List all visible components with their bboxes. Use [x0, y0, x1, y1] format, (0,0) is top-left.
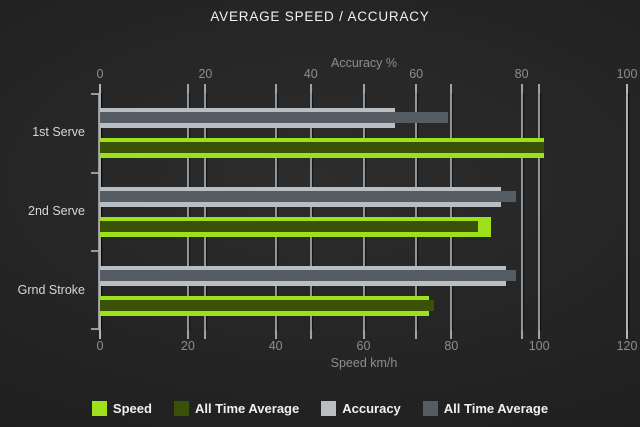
edge-tick-bottom-bottom-80 — [450, 330, 453, 339]
bottom-tick-label-60: 60 — [356, 339, 371, 353]
edge-tick-bottom-bottom-60 — [362, 330, 365, 339]
bar-accuracy-alltime-1 — [100, 191, 517, 202]
top-tick-label-100: 100 — [616, 67, 638, 81]
top-axis-title: Accuracy % — [331, 56, 397, 70]
legend-swatch-2 — [321, 400, 337, 416]
bottom-tick-label-80: 80 — [444, 339, 459, 353]
legend-item-1: All Time Average — [173, 400, 300, 416]
bottom-tick-label-0: 0 — [96, 339, 104, 353]
top-tick-label-0: 0 — [96, 67, 104, 81]
edge-tick-bottom-bottom-0 — [99, 330, 101, 339]
bar-accuracy-alltime-2 — [100, 270, 517, 281]
bottom-tick-label-20: 20 — [180, 339, 195, 353]
bottom-axis-title: Speed km/h — [330, 356, 398, 370]
legend-swatch-1 — [173, 400, 189, 416]
top-tick-label-60: 60 — [409, 67, 424, 81]
gridline-bottom-20 — [186, 93, 189, 330]
edge-tick-top-bottom-60 — [362, 84, 365, 93]
edge-tick-bottom-bottom-120 — [626, 330, 628, 339]
bar-accuracy-alltime-0 — [100, 112, 448, 123]
top-tick-label-40: 40 — [303, 67, 318, 81]
category-label-0: 1st Serve — [32, 125, 85, 139]
edge-tick-top-top-40 — [309, 84, 312, 93]
gridline-bottom-100 — [538, 93, 541, 330]
edge-tick-bottom-bottom-20 — [186, 330, 189, 339]
gridline-bottom-60 — [362, 93, 365, 330]
edge-tick-top-top-60 — [415, 84, 418, 93]
category-tick-0 — [91, 93, 99, 95]
top-tick-label-80: 80 — [514, 67, 529, 81]
legend-label-2: Accuracy — [342, 400, 401, 416]
bar-speed-alltime-2 — [100, 300, 434, 312]
chart-title: AVERAGE SPEED / ACCURACY — [210, 9, 430, 24]
bar-speed-alltime-0 — [100, 142, 544, 154]
edge-tick-top-bottom-20 — [186, 84, 189, 93]
category-label-2: Grnd Stroke — [17, 283, 85, 297]
category-axis-line — [98, 93, 100, 330]
edge-tick-bottom-bottom-100 — [538, 330, 541, 339]
gridline-top-80 — [520, 93, 523, 330]
gridline-bottom-80 — [450, 93, 453, 330]
edge-tick-top-bottom-0 — [99, 84, 101, 93]
legend-label-0: Speed — [112, 400, 152, 416]
plot-area — [91, 84, 628, 339]
edge-tick-top-bottom-100 — [538, 84, 541, 93]
category-tick-3 — [91, 328, 99, 330]
edge-tick-top-top-80 — [520, 84, 523, 93]
bottom-tick-label-100: 100 — [528, 339, 550, 353]
gridline-top-20 — [204, 93, 207, 330]
legend-swatch-3 — [422, 400, 438, 416]
legend-item-2: Accuracy — [321, 400, 401, 416]
legend-item-0: Speed — [91, 400, 152, 416]
legend-item-3: All Time Average — [422, 400, 549, 416]
legend-label-1: All Time Average — [194, 400, 300, 416]
edge-tick-top-bottom-40 — [274, 84, 277, 93]
edge-tick-top-top-20 — [204, 84, 207, 93]
gridline-bottom-40 — [274, 93, 277, 330]
edge-tick-bottom-top-20 — [204, 330, 207, 339]
edge-tick-bottom-top-40 — [309, 330, 312, 339]
category-tick-2 — [91, 250, 99, 252]
gridline-top-60 — [415, 93, 418, 330]
bottom-tick-label-40: 40 — [268, 339, 283, 353]
gridline-top-40 — [309, 93, 312, 330]
category-label-1: 2nd Serve — [28, 204, 85, 218]
edge-tick-bottom-bottom-40 — [274, 330, 277, 339]
legend-swatch-0 — [91, 400, 107, 416]
gridline-bottom-0 — [99, 93, 101, 330]
bottom-tick-label-120: 120 — [616, 339, 638, 353]
gridline-bottom-120 — [626, 93, 628, 330]
bar-speed-alltime-1 — [100, 221, 478, 233]
category-tick-1 — [91, 171, 99, 174]
legend-label-3: All Time Average — [443, 400, 549, 416]
legend: Speed All Time Average Accuracy All Time Av… — [0, 398, 640, 418]
edge-tick-top-bottom-120 — [626, 84, 628, 93]
top-tick-label-20: 20 — [198, 67, 213, 81]
edge-tick-bottom-top-60 — [415, 330, 418, 339]
edge-tick-bottom-top-80 — [520, 330, 523, 339]
edge-tick-top-bottom-80 — [450, 84, 453, 93]
